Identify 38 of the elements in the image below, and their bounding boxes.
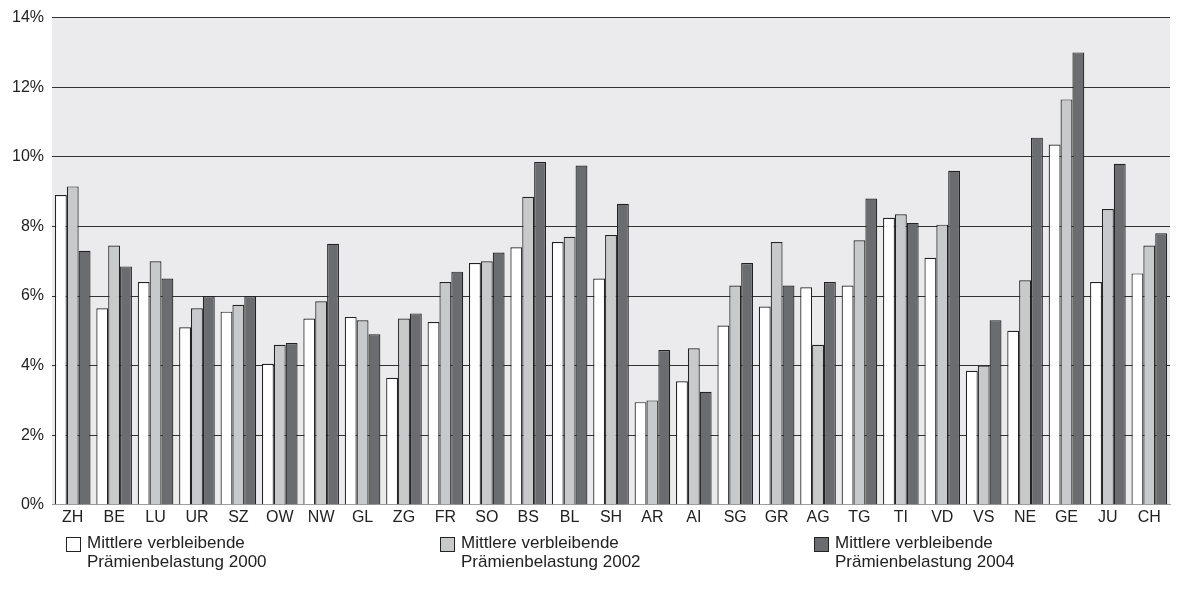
y-tick-label: 6% [20,286,45,304]
x-tick-label: VD [931,507,954,525]
x-tick-label: TG [848,507,871,525]
x-tick-label: BL [559,507,580,525]
x-tick-label: GR [764,507,789,525]
x-tick-label: GL [351,507,374,525]
x-tick-label: OW [265,507,295,525]
legend-label: Mittlere verbleibende Prämienbelastung 2000 [87,533,268,571]
x-tick-label: AR [641,507,664,525]
x-tick-label: FR [434,507,457,525]
x-tick-label: AI [686,507,702,525]
y-tick-label: 8% [20,216,45,234]
x-tick-label: BS [517,507,539,525]
x-tick-label: SH [599,507,623,525]
x-tick-label: SO [475,507,499,525]
legend-label: Mittlere verbleibende Prämienbelastung 2002 [461,533,642,571]
y-tick-label: 0% [20,495,45,513]
y-tick-label: 4% [20,356,45,374]
x-tick-label: AG [806,507,830,525]
x-tick-label: ZG [392,507,416,525]
x-tick-label: JU [1098,507,1118,525]
x-tick-label: NE [1013,507,1037,525]
y-tick-label: 2% [20,425,45,443]
x-tick-label: BE [103,507,125,525]
y-tick-label: 10% [11,147,45,165]
y-tick-label: 14% [11,8,45,26]
x-tick-label: CH [1137,507,1161,525]
x-tick-label: UR [185,507,209,525]
x-tick-label: VS [973,507,995,525]
legend-label: Mittlere verbleibende Prämienbelastung 2004 [835,533,1016,571]
x-tick-label: ZH [62,507,84,525]
y-tick-label: 12% [11,77,45,95]
x-tick-label: SG [723,507,747,525]
x-tick-label: LU [145,507,166,525]
x-tick-label: TI [893,507,908,525]
x-tick-label: NW [307,507,336,525]
x-tick-label: SZ [228,507,249,525]
x-tick-label: GE [1054,507,1079,525]
